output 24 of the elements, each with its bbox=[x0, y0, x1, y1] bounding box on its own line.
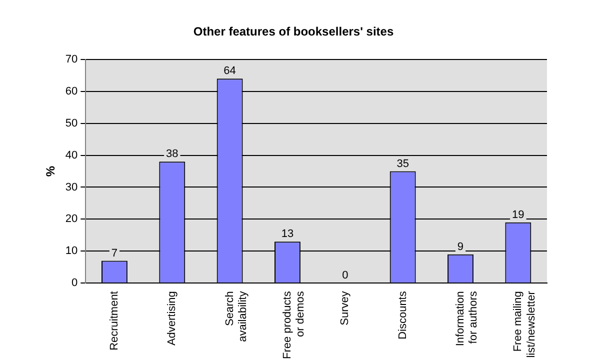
data-label: 0 bbox=[342, 270, 348, 282]
y-tick-label: 10 bbox=[65, 245, 78, 258]
y-axis-title: % bbox=[44, 166, 58, 177]
x-tick-label: Search availability bbox=[224, 290, 250, 342]
y-tick-label: 50 bbox=[65, 117, 78, 130]
y-tick-label: 30 bbox=[65, 181, 78, 194]
data-label: 64 bbox=[224, 65, 236, 78]
x-tick-label: Discounts bbox=[396, 290, 409, 340]
x-tick-label: Recruitment bbox=[108, 291, 120, 350]
x-tick-label: Advertising bbox=[166, 291, 178, 346]
y-tick-label: 60 bbox=[65, 85, 78, 98]
y-tick-label: 20 bbox=[65, 213, 78, 226]
y-tick-label: 70 bbox=[65, 53, 78, 66]
data-label: 19 bbox=[512, 208, 524, 221]
data-label: 9 bbox=[457, 240, 464, 253]
chart-title: Other features of booksellers' sites bbox=[193, 24, 394, 39]
y-tick-label: 0 bbox=[72, 277, 78, 290]
data-label: 13 bbox=[281, 228, 294, 240]
data-label: 7 bbox=[111, 247, 118, 260]
x-tick-label: Information for authors bbox=[454, 290, 480, 346]
x-tick-label: Survey bbox=[339, 290, 352, 326]
data-label: 38 bbox=[166, 148, 178, 160]
y-tick-label: 40 bbox=[65, 149, 78, 162]
data-label: 35 bbox=[396, 158, 409, 170]
